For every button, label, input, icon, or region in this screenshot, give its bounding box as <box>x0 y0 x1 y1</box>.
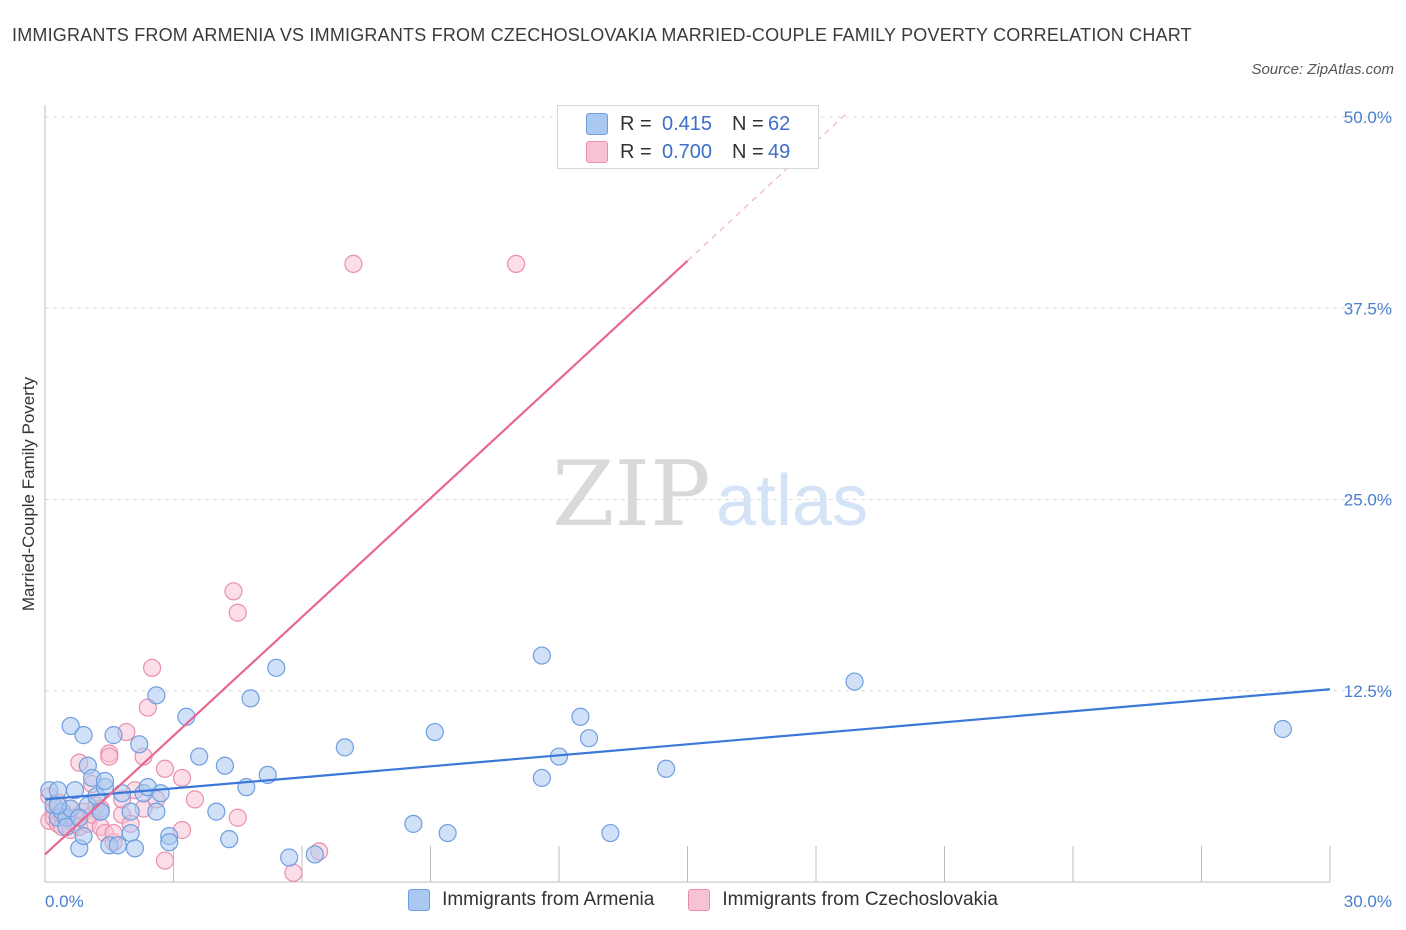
armenia-point-38 <box>220 830 239 849</box>
x-tick-label-0: 0.0% <box>45 892 84 911</box>
armenia-point-45 <box>335 738 354 757</box>
x-tick-label-1: 30.0% <box>1344 892 1392 911</box>
armenia-point-60 <box>70 808 89 827</box>
armenia-point-58 <box>48 796 67 815</box>
legend-swatch-czechoslovakia <box>586 141 608 163</box>
armenia-point-48 <box>438 823 457 843</box>
y-axis-label: Married-Couple Family Poverty <box>19 376 38 611</box>
legend-r-value: 0.700 <box>662 140 713 163</box>
armenia-point-33 <box>160 833 179 852</box>
legend-r-label: R = <box>620 140 652 163</box>
y-tick-label-2: 37.5% <box>1344 299 1392 318</box>
armenia-point-53 <box>579 729 599 748</box>
armenia-point-19 <box>95 771 115 791</box>
armenia-point-57 <box>1273 719 1292 739</box>
armenia-point-44 <box>305 845 324 864</box>
armenia-point-17 <box>91 802 110 821</box>
czechoslovakia-point-47 <box>344 254 363 273</box>
y-tick-label-3: 50.0% <box>1344 108 1392 127</box>
tick-labels: 12.5% 25.0% 37.5% 50.0% 0.0% 30.0% <box>45 108 1392 911</box>
armenia-point-61 <box>108 836 127 855</box>
armenia-point-52 <box>571 707 590 726</box>
armenia-point-36 <box>207 802 226 821</box>
axes <box>44 105 1331 883</box>
armenia-point-37 <box>215 756 234 775</box>
legend-swatch-armenia <box>586 113 608 135</box>
legend-r-label: R = <box>620 112 652 135</box>
czechoslovakia-point-37 <box>155 759 175 778</box>
legend-item-armenia[interactable]: Immigrants from Armenia <box>408 889 654 911</box>
armenia-point-50 <box>532 646 551 665</box>
armenia-point-49 <box>532 768 551 788</box>
legend-row-czechoslovakia: R = 0.700 N = 49 <box>586 139 790 165</box>
armenia-point-24 <box>121 823 140 843</box>
grid <box>45 116 1392 692</box>
armenia-point-25 <box>125 839 145 858</box>
legend-n-value: 49 <box>768 140 791 163</box>
czechoslovakia-point-48 <box>507 254 526 273</box>
legend-n-label: N = <box>732 112 764 135</box>
y-tick-label-1: 25.0% <box>1344 491 1392 510</box>
armenia-point-30 <box>147 686 166 705</box>
watermark: ZIP atlas <box>552 442 868 547</box>
armenia-point-10 <box>74 726 93 745</box>
armenia-point-42 <box>267 658 286 677</box>
armenia-point-7 <box>61 716 80 736</box>
czechoslovakia-point-43 <box>224 582 243 601</box>
series-legend: Immigrants from Armenia Immigrants from … <box>0 889 1406 911</box>
armenia-point-55 <box>656 759 676 778</box>
armenia-point-11 <box>74 826 93 846</box>
armenia-point-47 <box>425 722 444 742</box>
armenia-point-54 <box>601 823 620 843</box>
watermark-atlas: atlas <box>716 461 868 541</box>
czechoslovakia-point-45 <box>284 863 303 882</box>
y-tick-label-0: 12.5% <box>1344 682 1392 701</box>
legend-label-czechoslovakia: Immigrants from Czechoslovakia <box>722 889 998 910</box>
legend-n-value: 62 <box>768 112 791 135</box>
watermark-zip: ZIP <box>552 442 711 547</box>
armenia-trend-line <box>44 688 1331 801</box>
czechoslovakia-point-35 <box>142 658 162 677</box>
armenia-point-46 <box>404 814 423 833</box>
czechoslovakia-point-41 <box>185 790 205 809</box>
armenia-point-23 <box>121 802 140 821</box>
armenia-point-3 <box>48 781 67 800</box>
legend-n-label: N = <box>732 140 764 163</box>
armenia-point-56 <box>845 672 864 691</box>
trend-lines <box>44 113 1331 856</box>
czechoslovakia-point-38 <box>155 851 175 870</box>
czechoslovakia-trend-extension <box>687 113 847 262</box>
correlation-legend: R = 0.415 N = 62 R = 0.700 N = 49 <box>557 105 819 169</box>
armenia-point-21 <box>104 726 123 745</box>
armenia-point-26 <box>130 735 149 754</box>
armenia-point-31 <box>151 784 170 803</box>
legend-label-armenia: Immigrants from Armenia <box>442 889 655 910</box>
czechoslovakia-point-39 <box>172 768 192 788</box>
armenia-point-8 <box>65 781 85 800</box>
armenia-points <box>40 646 1292 867</box>
legend-r-value: 0.415 <box>662 112 713 135</box>
legend-swatch-czechoslovakia <box>688 889 711 911</box>
czechoslovakia-point-44 <box>228 603 247 622</box>
czechoslovakia-point-24 <box>100 747 119 766</box>
armenia-point-29 <box>147 802 166 821</box>
legend-item-czechoslovakia[interactable]: Immigrants from Czechoslovakia <box>688 889 998 911</box>
chart-title: IMMIGRANTS FROM ARMENIA VS IMMIGRANTS FR… <box>12 25 1192 45</box>
legend-swatch-armenia <box>408 889 431 911</box>
czechoslovakia-point-42 <box>228 808 247 827</box>
armenia-point-35 <box>190 747 209 766</box>
czechoslovakia-trend-line <box>44 260 689 856</box>
legend-row-armenia: R = 0.415 N = 62 <box>586 111 790 137</box>
source-label: Source: ZipAtlas.com <box>1251 61 1394 78</box>
armenia-point-40 <box>241 689 260 708</box>
armenia-point-43 <box>280 848 299 867</box>
